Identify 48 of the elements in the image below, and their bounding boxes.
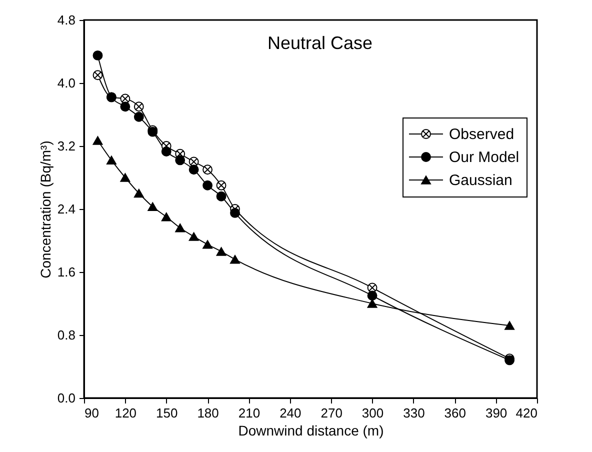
x-tick-label: 270 [320, 406, 342, 420]
x-tick-label: 240 [280, 406, 302, 420]
point [120, 173, 130, 182]
point [504, 321, 515, 330]
point [161, 212, 172, 222]
y-tick-label: 1.6 [57, 264, 76, 280]
point [188, 164, 199, 175]
point [202, 180, 213, 190]
x-tick-label: 390 [485, 406, 508, 420]
x-tick-label: 90 [84, 406, 99, 420]
y-axis-title: Concentration (Bq/m³) [37, 140, 54, 278]
x-tick-label: 210 [238, 406, 260, 420]
point [134, 112, 144, 122]
y-tick-label: 4.8 [57, 12, 76, 28]
point [120, 102, 130, 112]
point [134, 188, 144, 198]
point [161, 146, 172, 156]
y-tick-label: 4.0 [57, 76, 76, 90]
x-tick-label: 150 [156, 406, 178, 420]
legend-label: Observed [449, 126, 514, 143]
point [92, 136, 103, 145]
point [216, 191, 226, 202]
point [230, 208, 240, 218]
point [216, 247, 226, 256]
y-tick-label: 0.0 [57, 390, 76, 406]
point [202, 240, 213, 249]
point [188, 232, 199, 241]
x-tick-label: 360 [444, 406, 466, 420]
point [175, 155, 186, 166]
point [92, 50, 103, 60]
point [148, 202, 158, 212]
x-tick-label: 180 [197, 406, 219, 420]
y-tick-label: 2.4 [57, 202, 76, 216]
legend-label: Our Model [449, 149, 520, 166]
point [230, 255, 240, 264]
point [367, 299, 378, 308]
legend-label: Gaussian [449, 172, 512, 189]
point [367, 290, 378, 301]
x-tick-label: 330 [403, 406, 425, 420]
point [175, 224, 186, 232]
point [106, 156, 116, 165]
y-tick-label: 0.8 [57, 328, 76, 342]
x-tick-label: 300 [362, 406, 384, 420]
text: Neutral Case [267, 33, 373, 53]
x-tick-label: 120 [114, 406, 137, 420]
x-tick-label: 420 [516, 406, 538, 420]
x-axis-title: Downwind distance (m) [238, 422, 384, 438]
y-tick-label: 3.2 [57, 138, 76, 154]
